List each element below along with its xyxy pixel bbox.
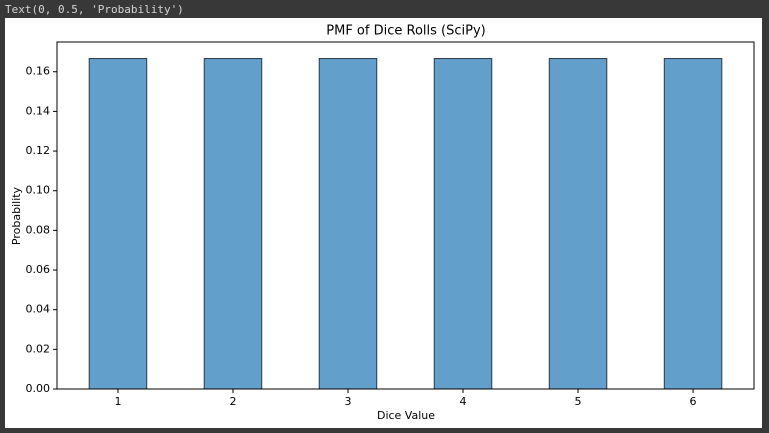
- y-tick-label: 0.02: [26, 342, 51, 355]
- y-tick-label: 0.14: [26, 104, 51, 117]
- bar: [318, 58, 378, 390]
- x-tick-label: 3: [344, 395, 351, 408]
- x-axis-label: Dice Value: [377, 409, 435, 422]
- y-tick-label: 0.00: [26, 382, 51, 395]
- y-tick-label: 0.12: [26, 144, 51, 157]
- y-tick-label: 0.06: [26, 263, 51, 276]
- y-tick-label: 0.08: [26, 223, 51, 236]
- chart-title: PMF of Dice Rolls (SciPy): [326, 24, 485, 39]
- cell-output-text: Text(0, 0.5, 'Probability'): [5, 3, 184, 16]
- y-tick-label: 0.10: [26, 184, 51, 197]
- bar: [88, 58, 148, 390]
- y-tick-label: 0.16: [26, 65, 51, 78]
- x-tick-label: 1: [114, 395, 121, 408]
- bar: [433, 58, 493, 390]
- chart: PMF of Dice Rolls (SciPy) Dice Value Pro…: [5, 18, 762, 428]
- x-tick-label: 4: [460, 395, 467, 408]
- bar: [548, 58, 608, 390]
- x-tick-label: 6: [690, 395, 697, 408]
- x-tick-label: 5: [575, 395, 582, 408]
- y-tick-label: 0.04: [26, 303, 51, 316]
- y-axis-label: Probability: [10, 186, 23, 245]
- bar: [203, 58, 263, 390]
- bar: [663, 58, 723, 390]
- x-tick-label: 2: [229, 395, 236, 408]
- plot-frame: [56, 41, 755, 390]
